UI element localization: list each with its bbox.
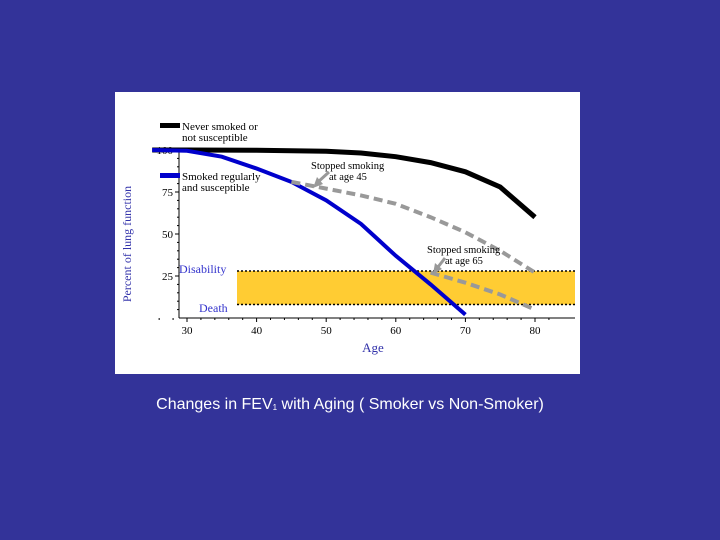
- x-tick-label-60: 60: [390, 325, 402, 337]
- legend-never-smoked-line1: Never smoked or: [182, 121, 258, 133]
- y-tick-label-25: 25: [162, 271, 174, 283]
- y-tick-label-75: 75: [162, 187, 174, 199]
- annotation-stopped-45-line1: Stopped smoking: [311, 161, 385, 172]
- annotation-death: Death: [199, 301, 228, 315]
- chart-panel: 25 50 75 100 30 40 50 60 70 80 Age Percent of lung …: [115, 92, 580, 374]
- annotation-stopped-65-line2: at age 65: [445, 256, 483, 267]
- stopped-45-line: [291, 179, 537, 275]
- legend-smoked-line1: Smoked regularly: [182, 171, 261, 183]
- y-axis-label: Percent of lung function: [120, 186, 134, 302]
- stopped-65-line: [430, 270, 536, 312]
- caption-suffix: with Aging ( Smoker vs Non-Smoker): [277, 396, 544, 413]
- x-tick-label-50: 50: [321, 325, 333, 337]
- smoked-line: [152, 148, 467, 317]
- legend-smoked-line2: and susceptible: [182, 182, 250, 194]
- x-axis-label: Age: [362, 340, 384, 355]
- annotation-stopped-65-line1: Stopped smoking: [427, 245, 501, 256]
- disability-band: [237, 270, 575, 305]
- slide-caption: Changes in FEV1 with Aging ( Smoker vs N…: [0, 396, 700, 414]
- legend-swatch-smoked: [160, 173, 180, 178]
- arrow-stopped-65-shaft: [436, 257, 447, 268]
- arrow-stopped-45-head: [313, 177, 323, 188]
- x-tick-label-30: 30: [182, 325, 194, 337]
- caption-prefix: Changes in FEV: [156, 396, 273, 413]
- legend-swatch-never-smoked: [160, 123, 180, 128]
- annotation-stopped-45-line2: at age 45: [329, 172, 367, 183]
- arrow-stopped-65-head: [433, 263, 442, 274]
- never-smoked-line: [152, 147, 537, 220]
- x-tick-label-70: 70: [460, 325, 472, 337]
- legend-never-smoked-line2: not susceptible: [182, 132, 248, 144]
- annotation-disability: Disability: [179, 262, 226, 276]
- x-tick-label-80: 80: [530, 325, 542, 337]
- x-tick-label-40: 40: [251, 325, 263, 337]
- caption-subscript: 1: [272, 403, 278, 412]
- y-tick-label-50: 50: [162, 229, 174, 241]
